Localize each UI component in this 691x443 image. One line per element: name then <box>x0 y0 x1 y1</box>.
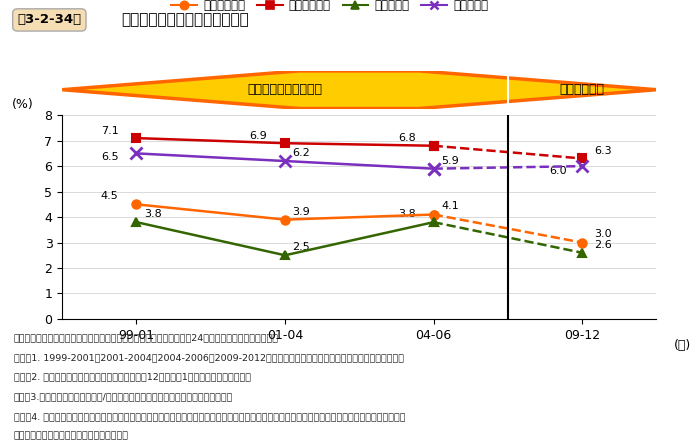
Text: 4. 前回調査時点ではなかった事業所が、その次の調査ではあった場合を「開業」、前回調査ではあった事業所が、その次の調査ではなかった場: 4. 前回調査時点ではなかった事業所が、その次の調査ではあった場合を「開業」、前… <box>14 412 405 421</box>
Text: 経済センサス: 経済センサス <box>560 83 605 96</box>
Text: 事業所・企業統計調査: 事業所・企業統計調査 <box>247 83 323 96</box>
Text: (%): (%) <box>12 98 33 111</box>
Text: 合を「廃業」としてカウントした。: 合を「廃業」としてカウントした。 <box>14 431 129 440</box>
Text: 3.8: 3.8 <box>144 209 162 219</box>
Text: 4.1: 4.1 <box>441 202 459 211</box>
Text: (年): (年) <box>674 339 691 352</box>
Text: 6.0: 6.0 <box>549 166 567 176</box>
Text: 6.2: 6.2 <box>292 148 310 158</box>
Text: 2. 年次によって調査間隔が異なるので、「12ヶ月」＝1年の変動率に修正した。: 2. 年次によって調査間隔が異なるので、「12ヶ月」＝1年の変動率に修正した。 <box>14 373 251 382</box>
Text: 3.（開業数または廃業数）/期首事業所数として、開業率・廃業率を求めた。: 3.（開業数または廃業数）/期首事業所数として、開業率・廃業率を求めた。 <box>14 392 233 401</box>
Text: 2.5: 2.5 <box>292 242 310 252</box>
Text: 第3-2-34図: 第3-2-34図 <box>17 13 82 27</box>
Text: 6.5: 6.5 <box>101 152 119 162</box>
Text: 7.1: 7.1 <box>101 125 119 136</box>
Text: 6.9: 6.9 <box>249 131 267 141</box>
Text: 6.3: 6.3 <box>594 146 612 156</box>
Text: 3.8: 3.8 <box>398 209 416 219</box>
Polygon shape <box>62 71 656 109</box>
Text: 3.9: 3.9 <box>292 206 310 217</box>
Text: 5.9: 5.9 <box>441 155 459 166</box>
Legend: 東大阪開業率, 東大阪廃業率, 全国開業率, 全国廃業率: 東大阪開業率, 東大阪廃業率, 全国開業率, 全国廃業率 <box>167 0 493 17</box>
Text: 4.5: 4.5 <box>101 191 119 201</box>
Text: 6.8: 6.8 <box>398 133 416 143</box>
Text: 2.6: 2.6 <box>594 240 612 250</box>
Text: 3.0: 3.0 <box>594 229 612 240</box>
Text: （注）1. 1999-2001、2001-2004、2004-2006、2009-2012をそれぞれ接続し、「開業」、「廃業」に区分した。: （注）1. 1999-2001、2001-2004、2004-2006、2009… <box>14 353 404 362</box>
Text: 製造業事業所の開廃業率の推移: 製造業事業所の開廃業率の推移 <box>121 12 249 27</box>
Text: 資料：総務省「事業所・企業統計調査」、総務省・経済産業省「平成24年経済センサス一活動調査」: 資料：総務省「事業所・企業統計調査」、総務省・経済産業省「平成24年経済センサス… <box>14 334 278 342</box>
